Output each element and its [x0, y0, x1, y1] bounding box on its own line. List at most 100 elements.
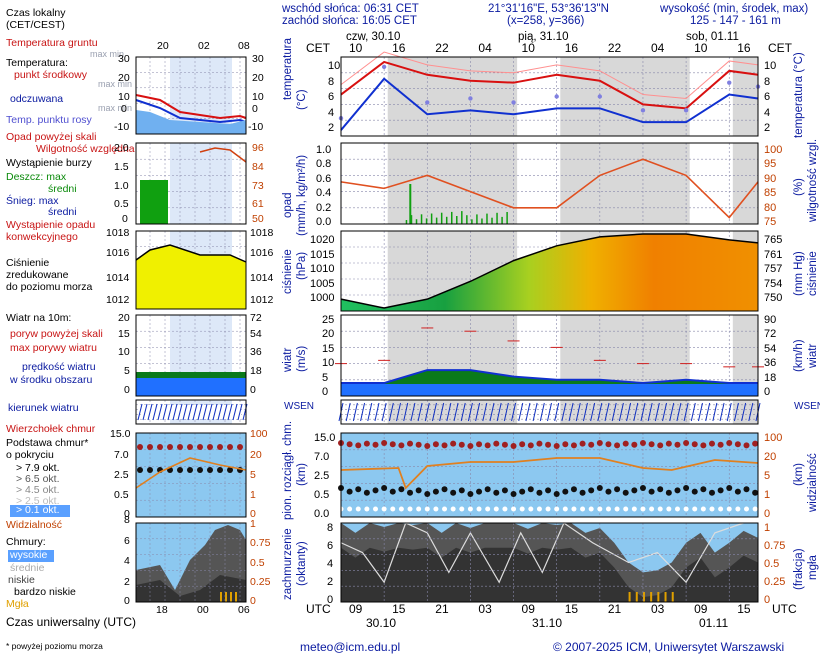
- cloud-low-dot: [683, 506, 689, 512]
- cloud-low-dot: [476, 506, 482, 512]
- small-cloud-top-dot: [217, 444, 223, 450]
- cloud-base-dot: [734, 488, 741, 495]
- cloud-top-dot: [501, 441, 508, 448]
- precip-tick-1: 1.0: [114, 180, 129, 192]
- wind-tick-left: 15: [322, 342, 335, 355]
- wind-arrow: [446, 402, 452, 422]
- footer-email[interactable]: meteo@icm.edu.pl: [300, 640, 401, 654]
- utc-hour-label: 09: [694, 602, 708, 616]
- soil-temp-label: Temperatura gruntu: [6, 37, 98, 49]
- small-panel-frame: [135, 522, 247, 603]
- wind-arrow: [676, 402, 682, 422]
- cloud-low-dot: [528, 506, 534, 512]
- wind-rtick-18: 18: [250, 365, 262, 377]
- cet-hour-label: 04: [650, 41, 665, 55]
- cc-tick-6: 6: [124, 535, 130, 547]
- wind-arrow: [410, 402, 416, 422]
- cloud-top-dot: [458, 441, 465, 448]
- small-wind-arrow: [217, 403, 223, 421]
- cloud-top-dot: [605, 441, 612, 448]
- cloud-low-dot: [752, 506, 758, 512]
- cloud-top-dot: [717, 441, 724, 448]
- cloud-low-dot: [700, 506, 706, 512]
- temp-rtick-0: 0: [252, 103, 258, 115]
- cloud-base-dot: [484, 486, 491, 493]
- wind-arrow: [496, 402, 502, 422]
- cloud-top-dot: [570, 442, 577, 449]
- rain-bar: [440, 212, 443, 224]
- cc-tick-right: 0.5: [764, 558, 780, 570]
- temp-tick-m10: -10: [114, 121, 130, 133]
- compass-left: WSEN: [284, 401, 314, 412]
- press-tick-1014: 1014: [106, 272, 130, 284]
- temp-tick-left: 6: [328, 91, 335, 103]
- wind-arrow: [345, 402, 351, 422]
- day-label-1: pią, 31.10: [518, 31, 569, 43]
- local-time-label: Czas lokalny: [6, 7, 66, 19]
- cloud-low-dot: [502, 506, 508, 512]
- press-rtick-1014: 1014: [250, 272, 274, 284]
- local-tick-2: 08: [238, 40, 250, 52]
- snow-label: Śnieg: max: [6, 195, 59, 207]
- rain-bar: [471, 219, 473, 224]
- temp-mid-line: [340, 60, 759, 110]
- cc-tick-left: 0: [327, 594, 334, 606]
- cloud-base-dot: [726, 485, 733, 491]
- night-band: [560, 57, 690, 136]
- wind-arrow: [647, 402, 653, 422]
- wind-arrow: [683, 402, 689, 422]
- utc-hour-label: 03: [478, 602, 492, 616]
- small-panel-frame: [135, 230, 247, 310]
- vis-tick-0: 0: [250, 508, 256, 520]
- temp-tick-right: 6: [764, 91, 771, 103]
- cloud-top-dot: [372, 441, 379, 448]
- press-tick-left: 1005: [310, 277, 335, 290]
- very-low-cloud-label: bardzo niskie: [14, 586, 76, 598]
- cloud-low-dot: [631, 506, 637, 512]
- cb-tick-7: 7.0: [114, 449, 129, 461]
- day-label-2: sob, 01.11: [686, 31, 739, 43]
- cloud-base-dot: [355, 486, 362, 493]
- cloud-top-dot: [432, 441, 439, 448]
- cloud-base-dot: [622, 489, 629, 496]
- rh-tick-61: 61: [252, 198, 264, 210]
- rain-bar: [430, 213, 433, 224]
- sunset-text: zachód słońca: 16:05 CET: [282, 15, 417, 27]
- precip-axis-unit: (mm/h, kg/m²/h): [296, 154, 308, 236]
- wind-arrow: [611, 402, 617, 422]
- cloud-low-dot: [614, 506, 620, 512]
- temp-max-min: max min: [98, 79, 133, 89]
- press-tick-right: 765: [764, 234, 783, 246]
- wind-arrow: [712, 402, 718, 422]
- wind-arrow: [590, 402, 596, 422]
- cc-tick-right: 0.25: [764, 576, 786, 588]
- precip-occ-label: Wystąpienie opadu: [6, 219, 96, 231]
- cet-hour-label: 16: [392, 41, 406, 55]
- grid-text: (x=258, y=366): [507, 15, 585, 27]
- low-cloud-area: [341, 547, 758, 602]
- precip-tick-left: 0.8: [316, 158, 332, 171]
- cloud-base-dot: [545, 487, 552, 494]
- cloud-low-dot: [562, 506, 568, 512]
- fog-tick-075: 0.75: [250, 537, 271, 549]
- small-wind-arrow: [187, 403, 193, 421]
- temp-axis-unit: (°C): [296, 89, 308, 110]
- cloud-top-dot: [450, 440, 457, 447]
- precip-tick-right: 95: [764, 158, 777, 171]
- cloud-low-dot: [364, 506, 370, 512]
- temp-tick-right: 2: [764, 122, 771, 134]
- temp-tick-right: 4: [764, 106, 771, 119]
- high-cloud-label: wysokie: [8, 549, 54, 562]
- dew-point-dot: [683, 108, 689, 113]
- cloud-low-dot: [511, 506, 517, 512]
- cloud-top-dot: [596, 440, 603, 446]
- wind-arrow: [503, 402, 509, 422]
- perceived-label: odczuwana: [10, 93, 64, 105]
- small-cloud-top-dot: [227, 444, 233, 450]
- cloud-low-dot: [424, 506, 430, 512]
- wind-tick-20: 20: [118, 312, 130, 324]
- panel-frame: [340, 432, 759, 518]
- wind-arrow: [669, 402, 675, 422]
- press-tick-left: 1000: [310, 292, 335, 304]
- press-tick-1016: 1016: [106, 247, 130, 259]
